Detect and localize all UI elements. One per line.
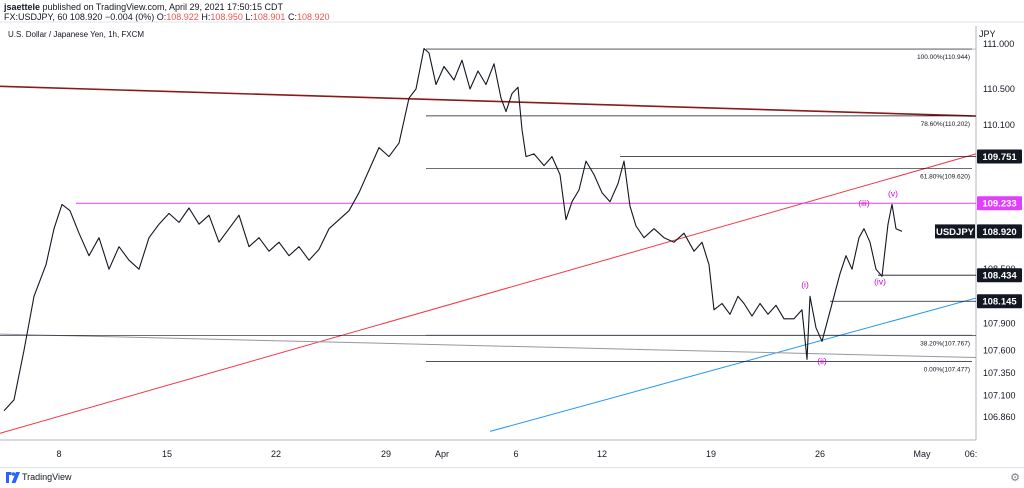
price-tag-label: 108.145: [982, 297, 1017, 308]
time-axis-ticks: 8 15 22 29 Apr 6 12 19 26 May 06:: [56, 449, 977, 459]
high-value: 108.950: [210, 12, 243, 22]
footer-bar: TradingView ⚙: [0, 467, 1024, 488]
time-tick-label: 06:: [965, 449, 978, 459]
fibonacci-retracement: 100.00%(110.944) 78.60%(110.202) 61.80%(10…: [426, 48, 972, 373]
time-tick-label: 8: [56, 449, 61, 459]
ohlc-line: FX:USDJPY, 60 108.920 −0.004 (0%) O:108.…: [4, 12, 330, 22]
price-tick-label: 107.900: [983, 318, 1016, 328]
tradingview-logo-icon: [6, 472, 20, 483]
currency-label: JPY: [979, 29, 996, 39]
change-value: −0.004 (0%): [104, 12, 155, 22]
publish-info: jsaettele published on TradingView.com, …: [4, 2, 283, 12]
price-tag-label: 109.751: [982, 152, 1017, 163]
symbol-description: U.S. Dollar / Japanese Yen, 1h, FXCM: [8, 30, 145, 39]
resistance-trendline: [0, 85, 977, 117]
red-trendline: [0, 153, 977, 434]
time-tick-label: 6: [513, 449, 518, 459]
close-label: C:: [287, 12, 297, 22]
wave-label: (ii): [817, 356, 827, 366]
time-tick-label: 15: [162, 449, 172, 459]
wave-label: (iv): [874, 277, 886, 287]
gray-trendline: [0, 333, 977, 359]
symbol-interval: FX:USDJPY, 60: [4, 12, 68, 22]
price-tag-label: 108.920: [982, 227, 1016, 238]
wave-label: (iii): [858, 198, 869, 208]
price-tag-box: [977, 224, 1022, 239]
time-tick-label: 29: [381, 449, 391, 459]
fib-level-label: 38.20%(107.767): [920, 340, 970, 347]
low-value: 108.901: [252, 12, 286, 22]
time-tick-label: Apr: [435, 449, 449, 459]
fib-level-label: 61.80%(109.620): [920, 173, 970, 180]
time-tick-label: May: [913, 449, 931, 459]
brand-name: TradingView: [22, 472, 72, 482]
price-tag-box: [977, 294, 1022, 309]
close-value: 108.920: [296, 12, 330, 22]
price-tag-label: 109.233: [982, 199, 1016, 210]
price-tag-box: [977, 149, 1022, 164]
author-name: jsaettele: [4, 2, 41, 12]
elliott-wave-labels: (i) (ii) (iii) (iv) (v): [801, 188, 898, 366]
fib-level-label: 0.00%(107.477): [924, 366, 970, 373]
wave-label: (v): [888, 188, 898, 198]
price-tag-label: 108.434: [982, 271, 1017, 282]
high-label: H:: [201, 12, 211, 22]
fib-level-label: 78.60%(110.202): [921, 121, 970, 128]
price-tick-label: 107.600: [983, 345, 1016, 355]
price-tick-label: 107.100: [983, 390, 1016, 400]
fib-level-label: 100.00%(110.944): [917, 54, 970, 61]
time-tick-label: 22: [271, 449, 281, 459]
price-tags: 109.751 109.233 USDJPY 108.920 108.434 108.14…: [935, 149, 1022, 309]
time-tick-label: 26: [815, 449, 825, 459]
wave-label: (i): [801, 279, 809, 289]
price-tag-box: [977, 196, 1022, 211]
time-tick-label: 19: [706, 449, 716, 459]
price-tick-label: 111.000: [983, 39, 1014, 49]
published-text: published on TradingView.com, April 29, …: [40, 2, 284, 12]
low-label: L:: [245, 12, 253, 22]
gear-icon[interactable]: ⚙: [1010, 472, 1020, 484]
price-tick-label: 110.500: [983, 84, 1015, 94]
last-value: 108.920: [69, 12, 103, 22]
price-tick-label: 110.100: [983, 120, 1015, 130]
symbol-tag-box: [935, 224, 975, 239]
price-series: [3, 47, 903, 412]
open-label: O:: [156, 12, 167, 22]
price-tag-box: [977, 268, 1022, 283]
price-chart[interactable]: 100.00%(110.944) 78.60%(110.202) 61.80%(10…: [0, 0, 1024, 468]
trend-lines: [0, 48, 977, 434]
price-tick-label: 106.860: [983, 412, 1016, 422]
open-value: 108.922: [166, 12, 199, 22]
price-tick-label: 107.350: [983, 368, 1016, 378]
time-tick-label: 12: [597, 449, 607, 459]
symbol-tag-label: USDJPY: [936, 227, 975, 238]
blue-trendline: [489, 297, 977, 432]
